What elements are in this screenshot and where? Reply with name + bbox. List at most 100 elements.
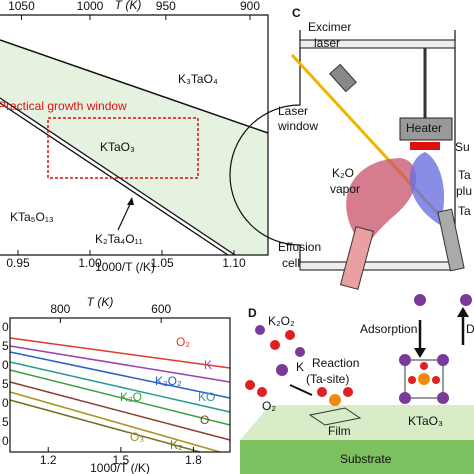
growth-region (0, 40, 268, 255)
label: Excimer (308, 20, 351, 34)
panel-c: C Excimer laser Laser window Heater Su K… (229, 6, 472, 290)
label: K₂O (332, 166, 354, 180)
label: Film (328, 424, 351, 438)
x-tick-label: 1.2 (40, 453, 57, 467)
label: K (296, 360, 304, 374)
label: Laser (278, 104, 308, 118)
label: vapor (330, 182, 360, 196)
top-axis-label: T (K) (115, 0, 142, 12)
top-axis-label: T (K) (87, 295, 114, 309)
species-label: O (200, 413, 209, 427)
arrow-head (414, 348, 426, 358)
atom (432, 376, 440, 384)
heater (399, 117, 453, 141)
species-label: KO (198, 390, 215, 404)
atom (276, 364, 288, 376)
region-label: KTaO₃ (100, 140, 135, 154)
vapor-cloud (346, 158, 417, 248)
top-tick-label: 900 (240, 0, 260, 13)
x-axis-label: 1000/T (/K) (90, 461, 150, 474)
atom (437, 392, 449, 404)
plume (409, 152, 445, 225)
arrow-head (127, 197, 134, 205)
atom (399, 354, 411, 366)
unit-cell (404, 359, 444, 399)
x-tick-label: 1.00 (78, 256, 102, 270)
label: K₂O₂ (268, 314, 295, 328)
species-line (9, 361, 231, 413)
frame (9, 317, 231, 453)
arrow (289, 384, 313, 396)
site (308, 407, 362, 426)
x-tick-label: 1.8 (185, 453, 202, 467)
x-tick-label: 1.05 (150, 256, 174, 270)
y-tick-fragment: 0 (2, 434, 9, 448)
species-line (9, 369, 231, 426)
atom (255, 325, 265, 335)
atom (437, 354, 449, 366)
species-label: K₂O (120, 390, 142, 404)
species-line (9, 381, 231, 441)
species-line (9, 351, 231, 399)
top-tick-label: 1050 (8, 0, 35, 13)
panel-letter: D (248, 306, 257, 320)
species-label: K (204, 358, 212, 372)
region-label: KTa₅O₁₃ (10, 210, 54, 224)
label: window (277, 119, 318, 133)
label: laser (314, 36, 340, 50)
species-label: O₂ (176, 335, 190, 349)
label: O₂ (262, 399, 276, 413)
atom (257, 387, 267, 397)
label: cell (282, 256, 300, 270)
label: plu (456, 184, 472, 198)
region-label: K₂Ta₄O₁₁ (95, 232, 143, 246)
atom (408, 376, 416, 384)
phase-boundary (0, 102, 229, 256)
label: Substrate (340, 452, 392, 466)
top-tick-label: 600 (151, 302, 171, 316)
species-line (9, 345, 231, 383)
phase-boundary (0, 97, 236, 256)
species-label: O₃ (130, 430, 144, 444)
film (240, 405, 474, 440)
x-tick-label: 1.10 (222, 256, 246, 270)
label: KTaO₃ (408, 414, 443, 428)
x-tick-label: 1.5 (113, 453, 130, 467)
atom (418, 373, 430, 385)
label: Su (455, 140, 470, 154)
atom (343, 387, 353, 397)
species-line (9, 391, 221, 453)
target-holder (437, 208, 465, 272)
y-tick-fragment: 0 (2, 396, 9, 410)
atom (285, 330, 295, 340)
label: Ta (458, 204, 471, 218)
growth-window (47, 117, 199, 179)
label: Heater (406, 121, 442, 135)
frame (0, 14, 269, 256)
arrow-head (457, 307, 469, 317)
label: Reaction (312, 356, 359, 370)
atom (399, 392, 411, 404)
top-tick-label: 950 (156, 0, 176, 13)
x-axis-label: 1000/T (/K) (95, 260, 155, 274)
top-tick-label: 800 (50, 302, 70, 316)
label: Effusion (278, 240, 321, 254)
atom (414, 294, 426, 306)
atom (295, 347, 305, 357)
panel-letter: C (292, 6, 301, 20)
species-label: K₂ (170, 438, 183, 452)
flange (299, 39, 456, 49)
label: Adsorption (360, 322, 417, 336)
atom (317, 387, 327, 397)
region-label: K₃TaO₄ (178, 72, 218, 86)
atom (270, 340, 280, 350)
atom (420, 362, 428, 370)
region-label: Practical growth window (0, 99, 127, 113)
substrate-layer (240, 440, 474, 474)
label: Ta (458, 168, 471, 182)
phase-boundary (0, 39, 269, 134)
label: D (466, 322, 474, 336)
flange (299, 261, 456, 271)
substrate (410, 142, 440, 150)
